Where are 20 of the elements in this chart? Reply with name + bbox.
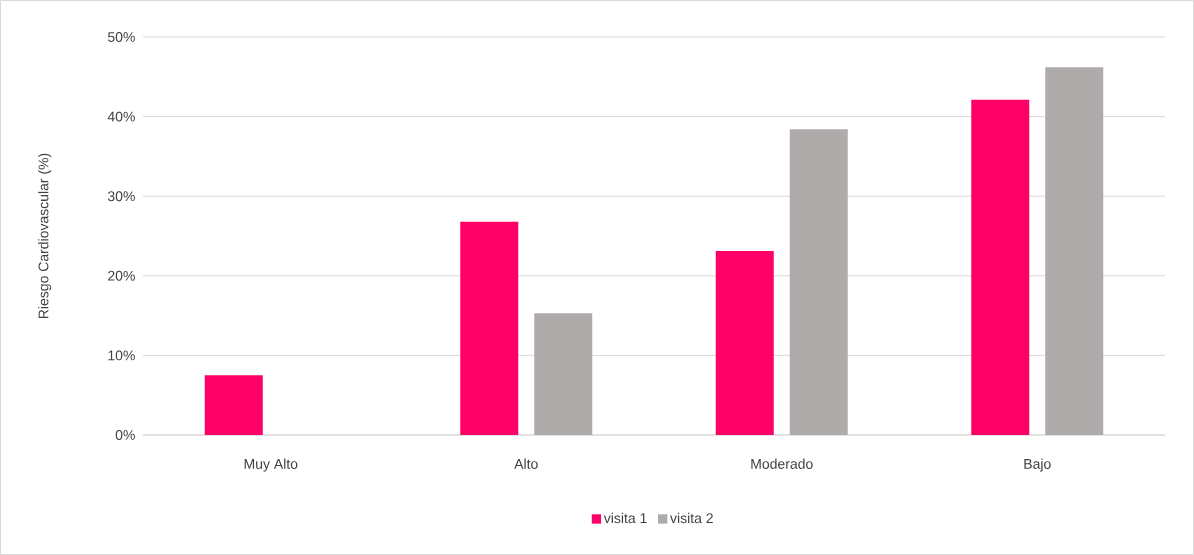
legend-label: visita 1 <box>603 512 647 524</box>
x-tick-label: Alto <box>514 458 538 469</box>
y-axis-title: Riesgo Cardiovascular (%) <box>38 153 52 319</box>
bar <box>1045 67 1104 435</box>
y-tick-label: 40% <box>107 111 135 122</box>
y-tick-label: 50% <box>107 32 135 42</box>
bar <box>715 251 774 435</box>
x-tick-label: Bajo <box>1024 458 1051 472</box>
y-tick-label: 0% <box>115 430 135 440</box>
x-tick-label: Muy Alto <box>244 458 298 472</box>
x-tick-label: Moderado <box>751 458 813 469</box>
bar <box>971 99 1030 435</box>
y-tick-label: 20% <box>108 270 135 281</box>
bar <box>789 129 848 435</box>
bar <box>460 221 519 435</box>
y-tick-label: 10% <box>108 350 135 361</box>
legend-label: visita 2 <box>670 512 713 524</box>
bar <box>204 375 263 435</box>
y-tick-label: 30% <box>107 191 135 202</box>
bar <box>534 313 593 435</box>
